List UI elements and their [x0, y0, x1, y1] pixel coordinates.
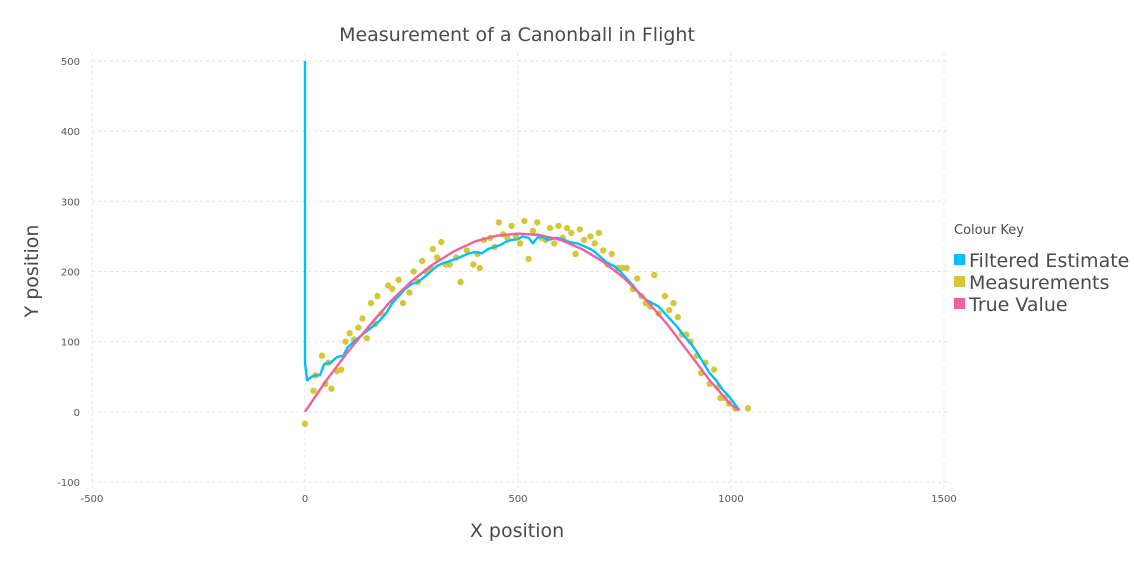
measurement-point	[551, 240, 558, 247]
y-tick-label: 500	[61, 57, 80, 68]
measurement-point	[529, 227, 537, 234]
filtered-estimate-line	[303, 61, 741, 412]
grid-lines	[91, 53, 950, 488]
measurement-point	[651, 271, 658, 279]
measurement-point	[470, 261, 477, 268]
measurement-point	[661, 292, 669, 300]
legend-swatch-measurements	[954, 276, 965, 287]
measurement-point	[666, 306, 673, 314]
x-axis-label: X position	[470, 520, 564, 542]
y-tick-label: 200	[61, 268, 80, 279]
measurement-point	[576, 226, 583, 233]
measurement-point	[301, 420, 309, 427]
measurement-point	[374, 292, 381, 300]
measurement-point	[395, 276, 402, 284]
measurement-point	[328, 385, 335, 392]
y-tick-labels: -100 0 100 200 300 400 500	[57, 57, 80, 489]
measurement-point	[591, 240, 598, 247]
measurement-point	[406, 289, 413, 296]
legend-label-true-value: True Value	[968, 294, 1068, 316]
y-axis-label: Y position	[21, 225, 43, 319]
measurement-point	[419, 257, 426, 265]
x-tick-label: 1000	[718, 494, 743, 505]
measurement-point	[338, 366, 345, 373]
measurement-point	[359, 315, 366, 322]
x-tick-label: 500	[508, 494, 527, 505]
measurement-point	[516, 240, 524, 247]
chart-title: Measurement of a Canonball in Flight	[339, 24, 695, 46]
y-tick-label: 400	[61, 127, 80, 138]
legend-swatch-filtered-estimate	[954, 254, 965, 265]
measurement-point	[525, 255, 532, 263]
x-tick-label: -500	[81, 494, 104, 505]
measurement-point	[580, 236, 588, 244]
measurement-point	[389, 285, 396, 293]
measurement-point	[534, 219, 541, 226]
measurement-point	[600, 247, 607, 254]
legend-label-measurements: Measurements	[969, 272, 1109, 294]
measurement-point	[429, 245, 436, 253]
measurement-point	[555, 222, 562, 230]
measurement-point	[572, 250, 579, 258]
measurements-series	[301, 217, 752, 427]
measurement-point	[563, 224, 571, 232]
measurement-point	[634, 275, 641, 282]
x-tick-labels: -500 0 500 1000 1500	[81, 494, 957, 505]
measurement-point	[457, 278, 464, 286]
legend: Colour Key Filtered EstimateMeasurements…	[954, 223, 1129, 316]
measurement-point	[710, 366, 718, 373]
y-tick-label: 100	[61, 338, 80, 349]
measurement-point	[504, 234, 511, 241]
legend-swatch-true-value	[954, 298, 965, 309]
true-value-series	[304, 232, 741, 413]
measurement-point	[463, 247, 471, 254]
measurement-point	[346, 330, 353, 337]
measurement-point	[363, 335, 370, 342]
plot-area	[301, 61, 752, 427]
measurement-point	[355, 324, 362, 331]
measurement-point	[546, 224, 554, 232]
measurement-point	[744, 405, 752, 412]
measurement-point	[495, 219, 502, 226]
measurement-point	[399, 299, 407, 307]
measurement-point	[342, 338, 349, 345]
measurement-point	[568, 229, 575, 237]
measurement-point	[587, 233, 594, 240]
measurement-point	[367, 299, 375, 307]
measurement-point	[670, 299, 677, 307]
legend-title: Colour Key	[954, 223, 1024, 238]
measurement-point	[623, 264, 630, 272]
x-tick-label: 1500	[931, 494, 956, 505]
x-tick-label: 0	[302, 494, 308, 505]
measurement-point	[476, 264, 483, 272]
measurement-point	[508, 222, 515, 230]
filtered-estimate-series	[303, 61, 741, 412]
measurement-point	[446, 261, 453, 268]
y-tick-label: -100	[57, 478, 80, 489]
measurement-point	[433, 254, 441, 261]
true-value-line	[304, 232, 741, 413]
measurement-point	[318, 352, 326, 359]
measurement-point	[384, 282, 392, 289]
legend-label-filtered-estimate: Filtered Estimate	[969, 250, 1129, 272]
measurement-point	[674, 313, 681, 321]
y-tick-label: 300	[61, 197, 80, 208]
y-tick-label: 0	[74, 408, 80, 419]
measurement-point	[438, 238, 445, 246]
measurement-point	[310, 387, 317, 394]
measurement-point	[521, 217, 528, 225]
measurement-point	[410, 268, 417, 275]
measurement-point	[608, 250, 615, 258]
measurement-point	[595, 229, 603, 237]
